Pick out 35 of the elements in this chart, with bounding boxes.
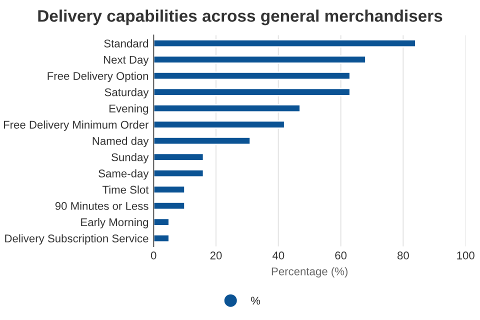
bar (154, 136, 252, 146)
x-tick-label: 40 (272, 252, 284, 260)
x-tick-label: 0 (150, 252, 156, 260)
y-tick-label: Evening (110, 104, 148, 115)
y-tick-label: Standard (104, 39, 148, 48)
bar (154, 104, 301, 113)
bar (154, 88, 351, 96)
y-tick-label: Delivery Subscription Service (5, 234, 148, 245)
x-tick-label: 60 (335, 252, 347, 260)
bar (154, 71, 351, 80)
bar (154, 168, 204, 178)
bar (154, 55, 366, 64)
bar (154, 234, 170, 243)
y-tick-label: Free Delivery Option (48, 72, 148, 82)
x-tick-label: 100 (457, 252, 474, 260)
y-tick-label: Named day (92, 136, 149, 148)
y-tick-label: Early Morning (81, 218, 148, 228)
bar (154, 120, 286, 129)
bar (154, 218, 170, 226)
bar (154, 38, 416, 48)
x-tick-label: 80 (398, 252, 409, 260)
y-tick-label: Same-day (98, 169, 149, 180)
y-tick-label: Sunday (112, 153, 149, 164)
y-tick-label: Time Slot (102, 186, 149, 194)
bar (154, 201, 186, 210)
y-tick-label: 90 Minutes or Less (55, 202, 148, 210)
y-tick-label: Saturday (104, 88, 149, 98)
legend-label: % (251, 296, 260, 305)
bar (154, 152, 204, 162)
chart-title: Delivery capabilities across general merchandisers (38, 10, 442, 26)
y-tick-label: Free Delivery Minimum Order (4, 120, 149, 131)
y-tick-label: Next Day (104, 56, 149, 66)
bar (154, 185, 186, 194)
x-tick-label: 20 (210, 252, 222, 260)
x-axis-title: Percentage (%) (272, 267, 348, 278)
